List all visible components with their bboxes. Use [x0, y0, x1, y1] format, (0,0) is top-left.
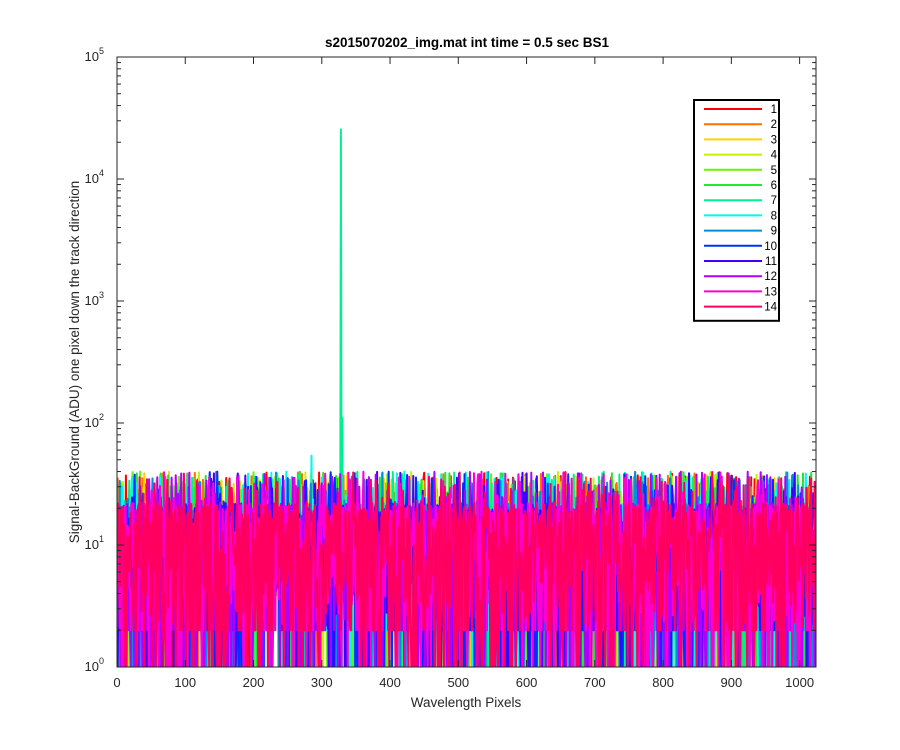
y-tick-label: 10 — [85, 659, 99, 674]
y-tick-exponent: 0 — [99, 656, 104, 666]
legend-label-14: 14 — [764, 302, 777, 314]
legend-label-11: 11 — [765, 256, 777, 268]
legend-label-13: 13 — [764, 286, 777, 298]
legend-label-12: 12 — [764, 271, 777, 283]
legend-label-8: 8 — [771, 210, 777, 222]
x-tick-label: 600 — [516, 675, 538, 690]
y-tick-exponent: 2 — [99, 412, 104, 422]
y-tick-exponent: 1 — [99, 534, 104, 544]
y-tick-exponent: 3 — [99, 290, 104, 300]
y-tick-label: 10 — [85, 415, 99, 430]
legend-label-5: 5 — [771, 165, 777, 177]
x-tick-label: 700 — [584, 675, 606, 690]
x-tick-label: 1000 — [785, 675, 814, 690]
x-tick-label: 900 — [721, 675, 743, 690]
y-tick-label: 10 — [85, 49, 99, 64]
legend-box — [693, 99, 780, 322]
legend-label-7: 7 — [771, 195, 777, 207]
x-axis-label: Wavelength Pixels — [411, 695, 522, 710]
x-tick-label: 500 — [447, 675, 469, 690]
legend-label-9: 9 — [771, 226, 777, 238]
y-tick-exponent: 5 — [99, 46, 104, 56]
x-tick-label: 100 — [174, 675, 196, 690]
axes-box — [116, 56, 817, 668]
x-tick-label: 300 — [311, 675, 333, 690]
y-tick-exponent: 4 — [99, 168, 104, 178]
y-tick-label: 10 — [85, 537, 99, 552]
series-line-14 — [117, 471, 816, 667]
x-tick-label: 0 — [113, 675, 120, 690]
x-tick-label: 400 — [379, 675, 401, 690]
legend-label-3: 3 — [771, 134, 777, 146]
legend-label-2: 2 — [771, 119, 777, 131]
legend-label-1: 1 — [771, 104, 777, 116]
legend-label-6: 6 — [771, 180, 777, 192]
legend-label-4: 4 — [771, 150, 778, 162]
chart-title: s2015070202_img.mat int time = 0.5 sec B… — [325, 35, 610, 50]
x-ticks: 0 100 200 300 400 500 600 700 800 900 1000 — [113, 57, 814, 690]
legend-label-10: 10 — [764, 241, 777, 253]
y-tick-label: 10 — [85, 293, 99, 308]
x-tick-label: 800 — [652, 675, 674, 690]
y-tick-label: 10 — [85, 171, 99, 186]
y-axis-label: Signal-BackGround (ADU) one pixel down t… — [67, 181, 82, 543]
x-tick-label: 200 — [243, 675, 265, 690]
